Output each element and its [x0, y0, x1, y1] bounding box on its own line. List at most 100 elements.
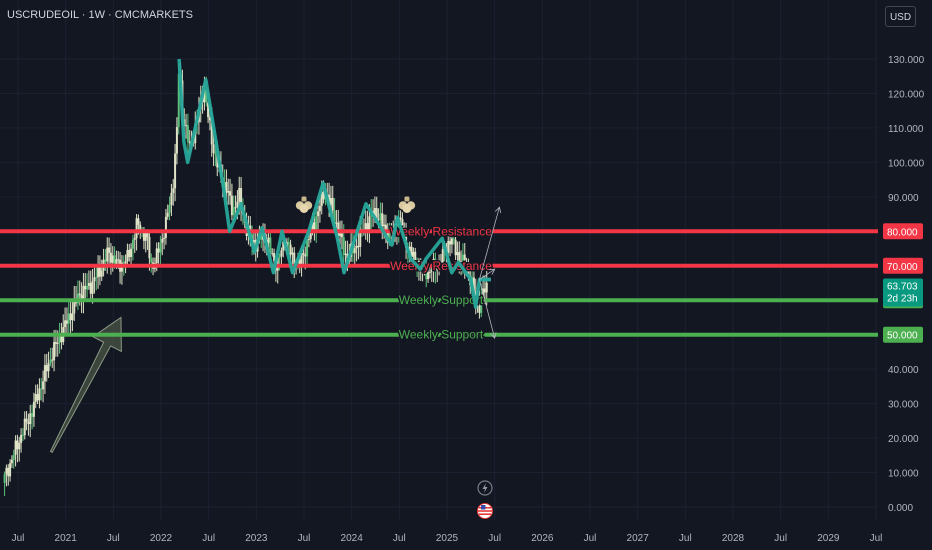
candle-body — [106, 247, 109, 262]
candle-body — [300, 253, 303, 267]
candle-body — [410, 246, 413, 257]
candle-body — [331, 198, 334, 211]
candle-body — [342, 237, 345, 256]
candle-body — [216, 154, 219, 168]
candle-body — [128, 249, 131, 258]
candle-body — [463, 254, 466, 270]
peak-markers — [295, 196, 416, 213]
candle-body — [53, 342, 56, 361]
price-tick-label: 120.000 — [888, 89, 925, 100]
candle-body — [207, 102, 210, 118]
price-tick-label: 130.000 — [888, 55, 925, 66]
time-tick-label: 2029 — [817, 533, 840, 544]
candle-body — [65, 320, 68, 324]
candle-body — [43, 365, 46, 382]
candle-body — [56, 342, 59, 344]
candle-body — [403, 228, 406, 230]
candle-body — [229, 191, 232, 196]
candle-body — [428, 271, 431, 273]
us-flag-icon[interactable] — [477, 503, 493, 519]
candle-body — [73, 299, 76, 314]
candle-body — [230, 195, 233, 216]
candle-body — [203, 89, 206, 103]
candle-body — [260, 233, 263, 240]
candle-body — [364, 223, 367, 232]
candle-body — [42, 381, 45, 390]
marker-center — [299, 203, 309, 213]
candle-body — [329, 198, 332, 205]
candle-body — [436, 266, 439, 271]
candle-body — [472, 277, 475, 292]
candle-body — [98, 266, 101, 277]
time-tick-label: 2023 — [245, 533, 268, 544]
candle-body — [384, 224, 387, 233]
time-tick-label: 2025 — [436, 533, 459, 544]
candle-body — [478, 303, 481, 313]
candle-body — [58, 335, 61, 343]
candle-body — [137, 218, 140, 225]
price-tick-label: 110.000 — [888, 124, 924, 135]
currency-button[interactable]: USD — [885, 6, 916, 27]
peak-marker-icon — [398, 196, 416, 213]
projection-arrowhead — [494, 206, 502, 214]
time-tick-label: Jul — [202, 533, 215, 544]
candle-body — [115, 259, 118, 264]
candle-body — [412, 251, 415, 257]
candle-body — [452, 238, 455, 240]
pattern-zigzag-layer — [177, 58, 491, 309]
peak-marker-icon — [295, 196, 313, 213]
candle-body — [135, 218, 138, 239]
price-axis[interactable]: 130.000 120.000 110.000 100.000 90.000 40.000… — [883, 55, 925, 514]
candle-body — [375, 208, 378, 220]
candle-body — [89, 282, 92, 294]
candle-body — [306, 239, 309, 257]
price-level-tag-label: 50.000 — [887, 331, 918, 342]
candle-body — [142, 229, 145, 241]
candle-body — [269, 237, 272, 254]
candle-body — [54, 342, 57, 344]
candle-body — [163, 237, 166, 239]
candle-body — [205, 89, 208, 103]
candle-body — [126, 249, 129, 262]
time-tick-label: Jul — [870, 533, 883, 544]
candle-body — [3, 474, 6, 483]
candle-body — [454, 239, 457, 256]
price-tick-label: 90.000 — [888, 193, 919, 204]
candle-body — [14, 440, 17, 455]
candle-body — [322, 191, 325, 200]
time-tick-label: Jul — [488, 533, 501, 544]
candle-body — [86, 285, 89, 290]
candle-body — [87, 282, 90, 286]
candle-body — [172, 188, 175, 193]
candle-body — [353, 248, 356, 254]
candle-body — [441, 249, 444, 265]
candle-body — [399, 217, 402, 219]
pattern-zigzag[interactable] — [177, 58, 491, 309]
candle-body — [49, 359, 52, 364]
candle-body — [485, 282, 488, 293]
lightning-icon[interactable] — [477, 480, 493, 496]
candle-body — [148, 236, 151, 259]
candle-body — [293, 252, 296, 268]
candle-body — [131, 239, 134, 249]
candle-body — [144, 233, 147, 241]
price-tick-label: 100.000 — [888, 158, 925, 169]
time-tick-label: 2026 — [531, 533, 554, 544]
candle-body — [188, 141, 191, 143]
candle-body — [240, 188, 243, 209]
price-level-tag — [883, 326, 923, 343]
candle-body — [109, 252, 112, 263]
candle-body — [318, 205, 321, 212]
time-tick-label: Jul — [12, 533, 25, 544]
candle-body — [130, 248, 133, 258]
candle-body — [166, 212, 169, 217]
time-tick-label: Jul — [107, 533, 120, 544]
candle-body — [298, 259, 301, 267]
time-tick-label: 2028 — [722, 533, 745, 544]
candle-body — [159, 242, 162, 253]
candle-body — [212, 144, 215, 153]
time-axis[interactable]: Jul 2021 Jul 2022 Jul 2023 Jul 2024 Jul 2025 Jul 20… — [12, 533, 883, 544]
candle-body — [186, 125, 189, 142]
candle-body — [414, 251, 417, 262]
